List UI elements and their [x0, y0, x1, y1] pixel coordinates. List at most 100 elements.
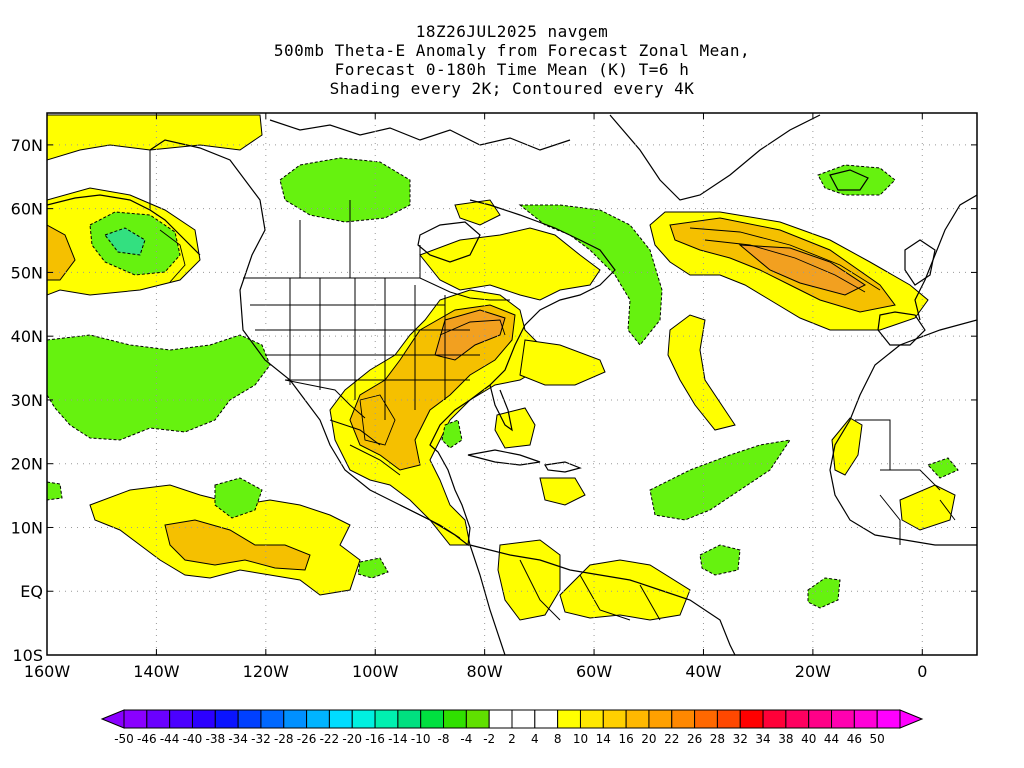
colorbar-label: 8 [554, 732, 562, 746]
anomaly-negative-atlantic-small [699, 544, 741, 576]
lon-tick-label: 0 [917, 662, 927, 681]
colorbar-label: 26 [687, 732, 702, 746]
anomaly-negative-africa-north [927, 457, 959, 479]
colorbar-label: -40 [183, 732, 203, 746]
lon-tick-label: 20W [795, 662, 831, 681]
lon-tick-label: 80W [467, 662, 503, 681]
anomaly-negative-atlantic-east [807, 577, 841, 609]
colorbar-swatch [739, 709, 764, 729]
colorbar-swatch [169, 709, 193, 729]
colorbar-label: 20 [641, 732, 656, 746]
anomaly-negative-north-pacific-core [104, 227, 146, 256]
title-line-4: Shading every 2K; Contoured every 4K [329, 79, 695, 98]
colorbar-swatch [853, 709, 878, 729]
colorbar-right-arrow [899, 709, 924, 729]
cuba-coastline [467, 449, 541, 466]
title-line-2: 500mb Theta-E Anomaly from Forecast Zona… [273, 41, 751, 60]
south-america-coastline [469, 544, 736, 655]
hispaniola-coastline [544, 461, 582, 473]
anomaly-positive-north-pacific-core [47, 224, 76, 281]
colorbar-label: 16 [618, 732, 633, 746]
colorbar-label: 50 [870, 732, 885, 746]
colorbar-swatch [328, 709, 353, 729]
lat-tick-label: 10N [11, 518, 43, 537]
colorbar-swatch [694, 709, 718, 729]
colorbar: -50 -46 -44 -40 -38 -34 -32 -28 -26 -22 -20 -16 -14-… [100, 709, 924, 746]
colorbar-swatch [214, 709, 239, 729]
colorbar-swatch [260, 709, 285, 729]
colorbar-label: -2 [483, 732, 495, 746]
colorbar-swatch [831, 709, 855, 729]
anomaly-mid-tropical-pacific [164, 519, 311, 571]
colorbar-swatch [123, 709, 148, 729]
colorbar-swatch [237, 709, 262, 729]
colorbar-swatch [420, 709, 445, 729]
lon-tick-label: 60W [576, 662, 612, 681]
colorbar-label: -44 [160, 732, 180, 746]
lat-tick-label: EQ [20, 582, 43, 601]
colorbar-label: -50 [114, 732, 134, 746]
plot-frame [46, 112, 978, 656]
anomaly-positive-gulf-alaska [47, 114, 263, 161]
anomaly-negative-hudson [279, 157, 411, 223]
colorbar-label: -28 [274, 732, 294, 746]
positive-anomaly-regions [47, 114, 956, 621]
colorbar-label: -20 [342, 732, 362, 746]
anomaly-negative-labrador-sea [518, 204, 663, 346]
colorbar-swatch [465, 709, 490, 729]
colorbar-swatch [534, 709, 559, 729]
anomaly-negative-pacific-small-1 [214, 477, 263, 519]
colorbar-swatch [374, 709, 399, 729]
map-axes: 160W 140W 120W 100W 80W 60W 40W 20W 0 70N 60N 50N 40… [11, 113, 977, 681]
colorbar-label: -26 [297, 732, 317, 746]
central-america-lines [399, 504, 461, 539]
florida-coastline [489, 384, 513, 432]
colorbar-label: -16 [365, 732, 385, 746]
lat-tick-label: 20N [11, 455, 43, 474]
colorbar-label: -10 [411, 732, 431, 746]
anomaly-positive-eastern-canada [419, 227, 601, 301]
negative-anomaly-regions [47, 157, 959, 609]
anomaly-negative-east-pacific [47, 334, 271, 441]
africa-coastline [829, 319, 977, 546]
colorbar-swatch [602, 709, 627, 729]
colorbar-label: -8 [438, 732, 450, 746]
colorbar-swatch [511, 709, 536, 729]
british-isles-coastline [904, 239, 936, 286]
colorbar-label: 22 [664, 732, 679, 746]
lon-tick-label: 120W [243, 662, 290, 681]
anomaly-positive-west-atlantic [519, 339, 606, 386]
lon-tick-label: 140W [133, 662, 180, 681]
lat-tick-label: 40N [11, 327, 43, 346]
colorbar-swatch [876, 709, 901, 729]
colorbar-swatch [579, 709, 604, 729]
north-america-coastline [149, 139, 616, 547]
colorbar-swatch [443, 709, 467, 729]
colorbar-label: -22 [320, 732, 340, 746]
contour-lines [159, 227, 881, 446]
anomaly-negative-tropical-atlantic [649, 439, 792, 521]
south-america-west-coastline [469, 544, 506, 655]
colorbar-label: 14 [596, 732, 611, 746]
colorbar-label: -14 [388, 732, 408, 746]
lon-tick-label: 160W [24, 662, 71, 681]
colorbar-label: 10 [573, 732, 588, 746]
contour-pacific-arc [159, 229, 186, 283]
contour-eastern-us-1 [439, 319, 506, 336]
colorbar-swatch [808, 709, 833, 729]
colorbar-swatch [785, 709, 810, 729]
anomaly-high-ne-atlantic [738, 244, 867, 296]
anomaly-positive-west-africa [831, 417, 863, 476]
anomaly-positive-south-america-east [559, 559, 691, 621]
hudson-bay-coastline [417, 221, 481, 263]
us-mexico-border [284, 379, 366, 419]
anomaly-positive-caribbean [494, 407, 536, 449]
contour-ne-atlantic-1 [689, 227, 881, 291]
anomaly-negative-gulf [441, 419, 463, 449]
colorbar-label: 32 [733, 732, 748, 746]
colorbar-label: 44 [824, 732, 839, 746]
colorbar-label: 38 [778, 732, 793, 746]
anomaly-positive-central-atlantic [667, 314, 736, 431]
colorbar-label: 4 [531, 732, 539, 746]
colorbar-label: -34 [228, 732, 248, 746]
